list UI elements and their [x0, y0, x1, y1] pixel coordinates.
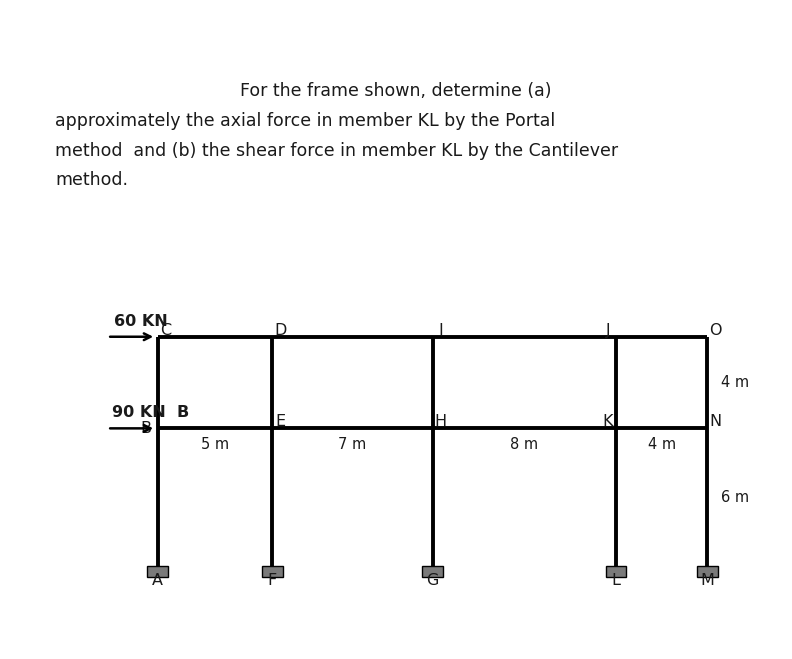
Bar — [606, 566, 626, 577]
Text: For the frame shown, determine (a): For the frame shown, determine (a) — [240, 82, 552, 100]
Text: E: E — [275, 414, 285, 429]
Text: O: O — [709, 323, 722, 338]
Text: F: F — [268, 573, 277, 588]
Text: K: K — [603, 414, 613, 429]
Text: L: L — [611, 573, 620, 588]
Text: 4 m: 4 m — [722, 375, 749, 390]
Text: H: H — [435, 414, 447, 429]
Text: 90 KN  B: 90 KN B — [112, 405, 189, 420]
Text: 4 m: 4 m — [648, 437, 676, 452]
Text: C: C — [160, 323, 171, 338]
Text: 7 m: 7 m — [338, 437, 367, 452]
Text: 8 m: 8 m — [510, 437, 539, 452]
Bar — [697, 566, 718, 577]
Bar — [147, 566, 168, 577]
Text: I: I — [438, 323, 443, 338]
Text: J: J — [605, 323, 610, 338]
Text: A: A — [152, 573, 163, 588]
Text: G: G — [426, 573, 439, 588]
Text: 6 m: 6 m — [722, 490, 749, 505]
Text: D: D — [274, 323, 287, 338]
Text: N: N — [710, 414, 722, 429]
Bar — [262, 566, 283, 577]
Text: B: B — [141, 421, 152, 436]
Text: 60 KN: 60 KN — [114, 314, 168, 329]
Text: method.: method. — [55, 171, 128, 189]
Text: 5 m: 5 m — [201, 437, 229, 452]
Text: M: M — [700, 573, 714, 588]
Bar — [422, 566, 443, 577]
Text: method  and (b) the shear force in member KL by the Cantilever: method and (b) the shear force in member… — [55, 142, 619, 159]
Text: approximately the axial force in member KL by the Portal: approximately the axial force in member … — [55, 112, 556, 130]
